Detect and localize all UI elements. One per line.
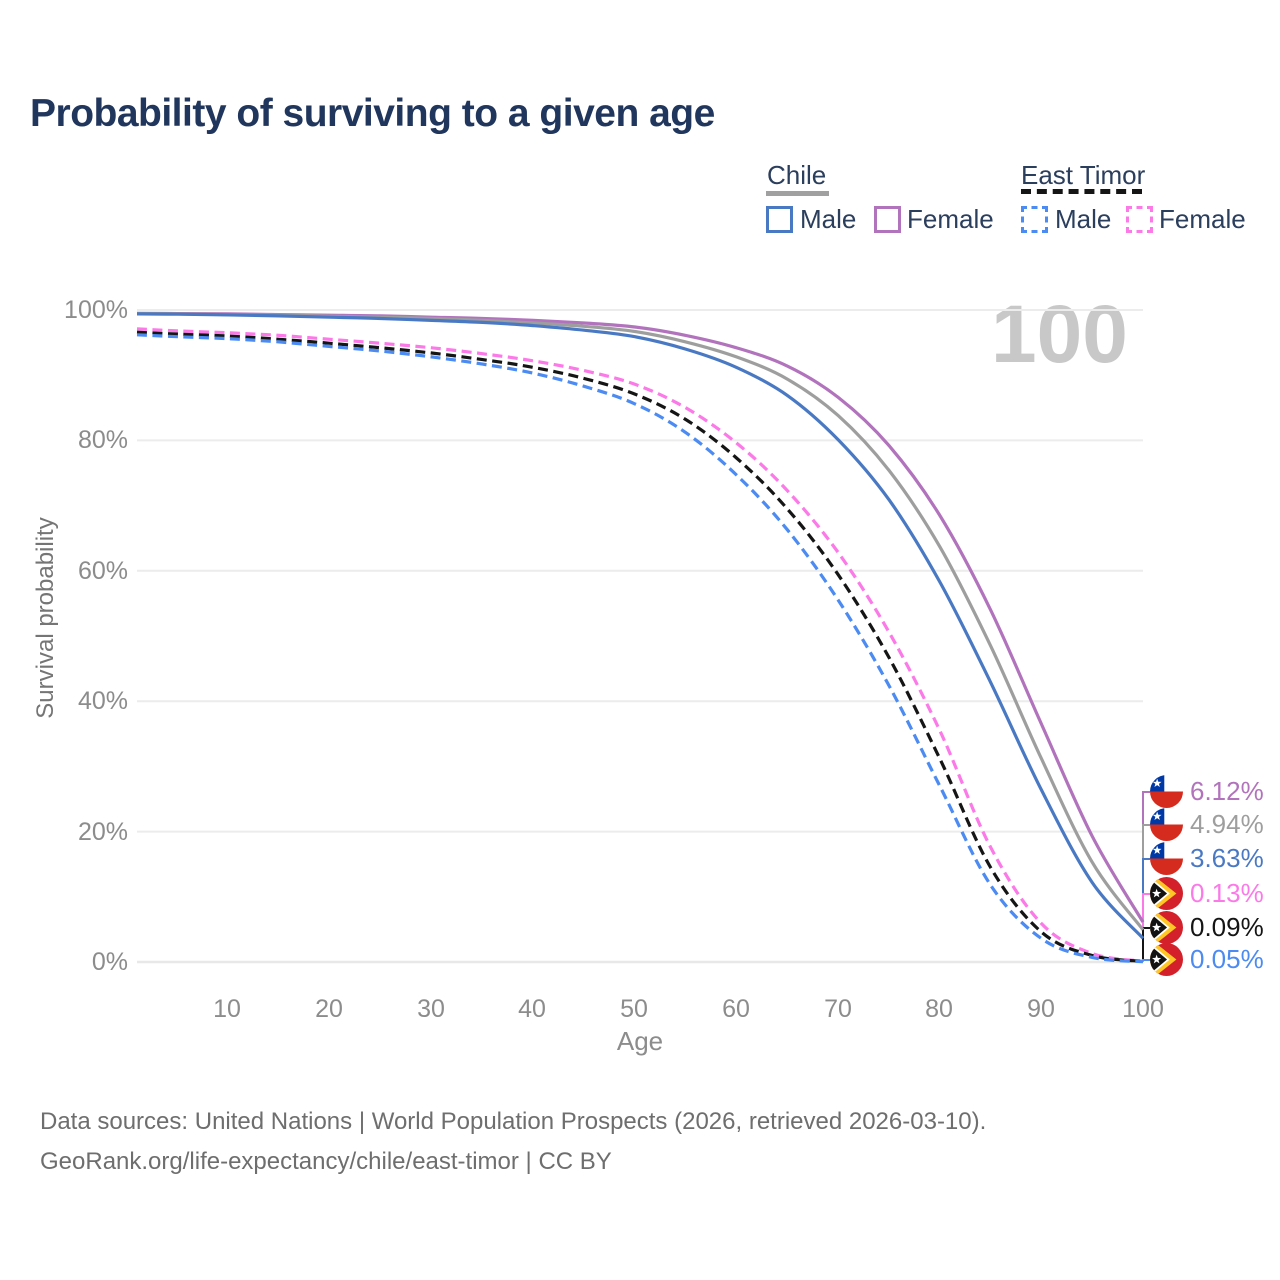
connector-chile-female [1142, 791, 1150, 923]
survival-curves [136, 311, 1145, 964]
x-tick-80: 80 [925, 995, 953, 1023]
hovered-age-watermark: 100 [991, 289, 1128, 380]
connector-east-timor-male [1142, 959, 1150, 962]
y-tick-100: 100% [64, 296, 128, 324]
connector-chile [1142, 824, 1150, 930]
legend-group-east-timor: East Timor [1021, 160, 1146, 190]
series-line-east-timor-male[interactable] [136, 333, 1144, 964]
series-line-east-timor[interactable] [136, 330, 1144, 963]
legend-swatch-east-timor-male[interactable] [1021, 206, 1048, 233]
chile-flag-icon [1150, 842, 1183, 875]
legend-swatch-chile-female[interactable] [874, 206, 901, 233]
legend-east-timor-total-line-swatch [1021, 189, 1142, 194]
end-value-east-timor-male: 0.05% [1190, 944, 1264, 974]
end-label-chile-total: 4.94% [1150, 808, 1264, 841]
end-value-chile-female: 6.12% [1190, 776, 1264, 806]
end-label-east-timor-male: 0.05% [1150, 943, 1264, 976]
east-timor-flag-icon [1150, 911, 1183, 944]
attribution-note: GeoRank.org/life-expectancy/chile/east-t… [40, 1148, 612, 1175]
legend-swatch-east-timor-female[interactable] [1126, 206, 1153, 233]
x-tick-50: 50 [620, 995, 648, 1023]
x-tick-40: 40 [518, 995, 546, 1023]
x-tick-10: 10 [213, 995, 241, 1023]
end-label-east-timor-total: 0.09% [1150, 911, 1264, 944]
legend-label-east-timor-male[interactable]: Male [1055, 204, 1112, 234]
y-tick-20: 20% [77, 818, 128, 846]
y-tick-0: 0% [91, 948, 128, 976]
x-axis-title: Age [616, 1026, 664, 1056]
series-line-chile-male[interactable] [136, 312, 1145, 940]
end-value-chile-total: 4.94% [1190, 809, 1264, 839]
x-tick-90: 90 [1027, 995, 1055, 1023]
y-tick-40: 40% [77, 687, 128, 715]
end-label-connectors [1142, 791, 1150, 962]
x-tick-20: 20 [315, 995, 343, 1023]
legend-swatch-chile-male[interactable] [766, 206, 793, 233]
legend-label-chile-female[interactable]: Female [907, 204, 994, 234]
connector-chile-male [1142, 858, 1150, 939]
east-timor-flag-icon [1150, 943, 1183, 976]
legend-label-chile-male[interactable]: Male [800, 204, 857, 234]
x-tick-60: 60 [722, 995, 750, 1023]
x-tick-30: 30 [417, 995, 445, 1023]
y-tick-80: 80% [77, 426, 128, 454]
end-label-east-timor-female: 0.13% [1150, 877, 1264, 910]
chile-flag-icon [1150, 775, 1183, 808]
legend-chile-total-line-swatch [766, 191, 829, 196]
page-title: Probability of surviving to a given age [30, 92, 715, 135]
end-label-chile-male: 3.63% [1150, 842, 1264, 875]
gridlines [137, 309, 1143, 964]
data-sources-note: Data sources: United Nations | World Pop… [40, 1108, 987, 1135]
connector-east-timor [1142, 927, 1150, 962]
y-tick-60: 60% [77, 557, 128, 585]
series-line-east-timor-female[interactable] [136, 327, 1144, 963]
x-tick-100: 100 [1122, 995, 1164, 1023]
legend-group-chile: Chile [767, 160, 827, 190]
chile-flag-icon [1150, 808, 1183, 841]
east-timor-flag-icon [1150, 877, 1183, 910]
series-line-chile[interactable] [136, 312, 1145, 931]
x-tick-70: 70 [824, 995, 852, 1023]
legend-label-east-timor-female[interactable]: Female [1159, 204, 1246, 234]
end-value-chile-male: 3.63% [1190, 843, 1264, 873]
end-value-east-timor-total: 0.09% [1190, 912, 1264, 942]
end-label-chile-female: 6.12% [1150, 775, 1264, 808]
end-value-east-timor-female: 0.13% [1190, 878, 1264, 908]
